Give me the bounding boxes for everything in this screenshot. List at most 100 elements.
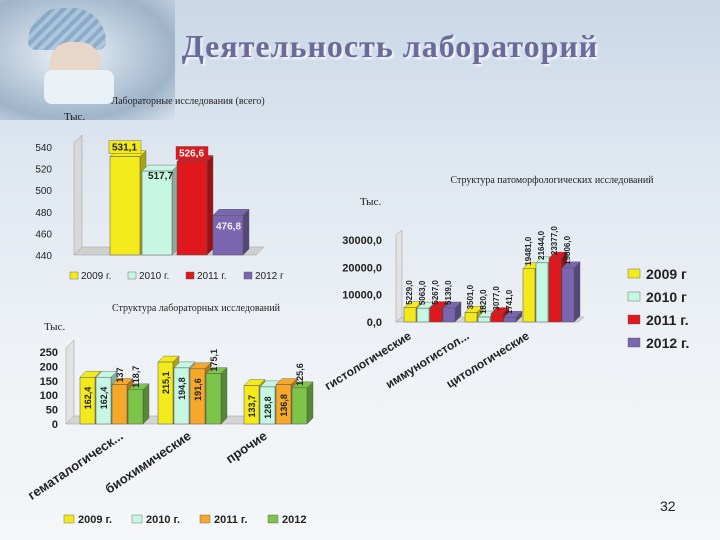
chart3-bar xyxy=(95,376,112,425)
chart3-bar-side xyxy=(220,367,228,425)
chart2-data-label: 19806,0 xyxy=(563,235,572,264)
chart1-ytick: 460 xyxy=(35,229,52,240)
chart2-bar xyxy=(442,307,456,323)
chart1-legend-label: 2011 г. xyxy=(197,271,227,282)
chart3-bar-side xyxy=(306,381,314,425)
chart3-legend-swatch xyxy=(131,514,143,524)
chart3-legend-label: 2011 г. xyxy=(214,514,247,526)
chart1-bar-side xyxy=(242,208,250,256)
chart1-data-label: 476,8 xyxy=(216,221,241,232)
chart3-bar xyxy=(127,389,144,425)
chart3-ytick: 50 xyxy=(46,405,58,417)
chart3-data-label: 191,6 xyxy=(193,378,203,401)
chart1-title: Лабораторные исследования (всего) xyxy=(111,96,264,107)
chart2-unit: Тыс. xyxy=(360,196,381,208)
chart3-data-label: 162,4 xyxy=(83,387,93,410)
surgical-mask xyxy=(44,70,114,104)
chart3-legend-label: 2012 xyxy=(282,514,306,526)
chart3-back-wall xyxy=(65,339,75,425)
chart3-bar xyxy=(111,384,128,425)
chart1-ytick: 540 xyxy=(35,143,52,154)
doctor-photo xyxy=(0,0,175,120)
chart2-legend-label: 2010 г xyxy=(646,289,687,305)
chart1-bar xyxy=(176,161,208,256)
chart1-bar xyxy=(141,170,173,256)
chart2-data-label: 5063,0 xyxy=(418,280,427,305)
chart1-legend-swatch xyxy=(243,271,253,280)
chart1-plot: 440 460 480 500 520 540 531,1 517,7 526,6 476,8 20… xyxy=(35,134,284,282)
chart2-back-wall xyxy=(395,229,403,323)
chart2-data-label: 3501,0 xyxy=(466,284,475,309)
chart2-bar xyxy=(561,267,575,323)
chart2-bar xyxy=(429,307,443,323)
chart3-bar xyxy=(157,361,174,425)
chart3-unit: Тыс. xyxy=(44,321,65,333)
chart1-ytick: 480 xyxy=(35,208,52,219)
chart2-bar-side xyxy=(573,261,581,323)
chart2-bar xyxy=(503,316,517,323)
chart3-data-label: 125,6 xyxy=(295,363,305,386)
chart2-plot: 0,0 10000,0 20000,0 30000,0 5229,0 5063,0 5267… xyxy=(322,226,689,393)
chart1-legend-label: 2012 г xyxy=(255,271,284,282)
chart3-bar xyxy=(205,373,222,425)
chart1-ytick: 440 xyxy=(35,251,52,262)
chart2-legend-swatch xyxy=(627,268,641,279)
chart2-data-label: 5139,0 xyxy=(444,280,453,305)
chart3-bar xyxy=(189,368,206,425)
chart2-bar xyxy=(490,313,504,323)
chart2-bar xyxy=(464,312,478,323)
chart3-ytick: 100 xyxy=(40,390,58,402)
chart1-back-wall xyxy=(73,134,83,256)
chart1-data-label: 526,6 xyxy=(179,148,204,159)
chart1-bar xyxy=(212,215,244,256)
chart3-ytick: 250 xyxy=(40,347,58,359)
chart1-legend-swatch xyxy=(69,271,79,280)
chart2-legend-label: 2012 г. xyxy=(646,335,689,351)
chart1-data-label: 531,1 xyxy=(112,143,137,154)
chart1-legend-label: 2009 г. xyxy=(81,271,111,282)
chart2-bar xyxy=(535,262,549,323)
chart3-bar xyxy=(275,384,292,425)
chart3-data-label: 175,1 xyxy=(209,349,219,372)
chart1-legend-label: 2010 г. xyxy=(139,271,169,282)
chart3-data-label: 133,7 xyxy=(247,395,257,418)
chart3-legend-swatch xyxy=(63,514,75,524)
slide-number: 32 xyxy=(660,498,676,514)
chart1-data-label-box xyxy=(108,140,142,154)
chart3-bar-side xyxy=(142,383,150,425)
chart1-ytick: 500 xyxy=(35,186,52,197)
chart3-bar xyxy=(291,387,308,425)
chart3-ytick: 0 xyxy=(52,419,58,431)
chart3-ytick: 150 xyxy=(40,376,58,388)
chart2-ytick: 0,0 xyxy=(367,317,382,329)
chart2-data-label: 1741,0 xyxy=(505,289,514,314)
chart2-bar xyxy=(416,307,430,323)
chart3-bar xyxy=(259,386,276,425)
chart3-data-label: 162,4 xyxy=(99,387,109,410)
chart2-data-label: 5229,0 xyxy=(405,280,414,305)
chart1-data-label: 517,7 xyxy=(148,171,173,182)
chart2-bar xyxy=(522,268,536,323)
chart1-unit: Тыс. xyxy=(64,111,85,123)
chart2-legend-swatch xyxy=(627,291,641,302)
chart3-bar xyxy=(243,385,260,425)
chart3-bar xyxy=(79,376,96,425)
chart1-legend-swatch xyxy=(127,271,137,280)
chart3-title: Структура лабораторных исследований xyxy=(112,303,281,314)
chart3-data-label: 215,1 xyxy=(161,372,171,395)
chart1-data-label-box xyxy=(175,146,209,160)
chart2-legend-label: 2011 г. xyxy=(646,312,689,328)
chart2-title: Структура патоморфологических исследован… xyxy=(450,175,654,186)
chart2-data-label: 23377,0 xyxy=(550,226,559,255)
chart3-data-label: 118,7 xyxy=(131,366,141,388)
chart1-ytick: 520 xyxy=(35,165,52,176)
chart2-data-label: 3077,0 xyxy=(492,286,501,311)
chart3-legend-swatch xyxy=(199,514,211,524)
chart3-legend-swatch xyxy=(267,514,279,524)
chart1-bar xyxy=(109,156,141,256)
chart2-bar xyxy=(477,316,491,323)
chart2-data-label: 21644,0 xyxy=(537,230,546,259)
chart2-ytick: 30000,0 xyxy=(342,235,382,247)
